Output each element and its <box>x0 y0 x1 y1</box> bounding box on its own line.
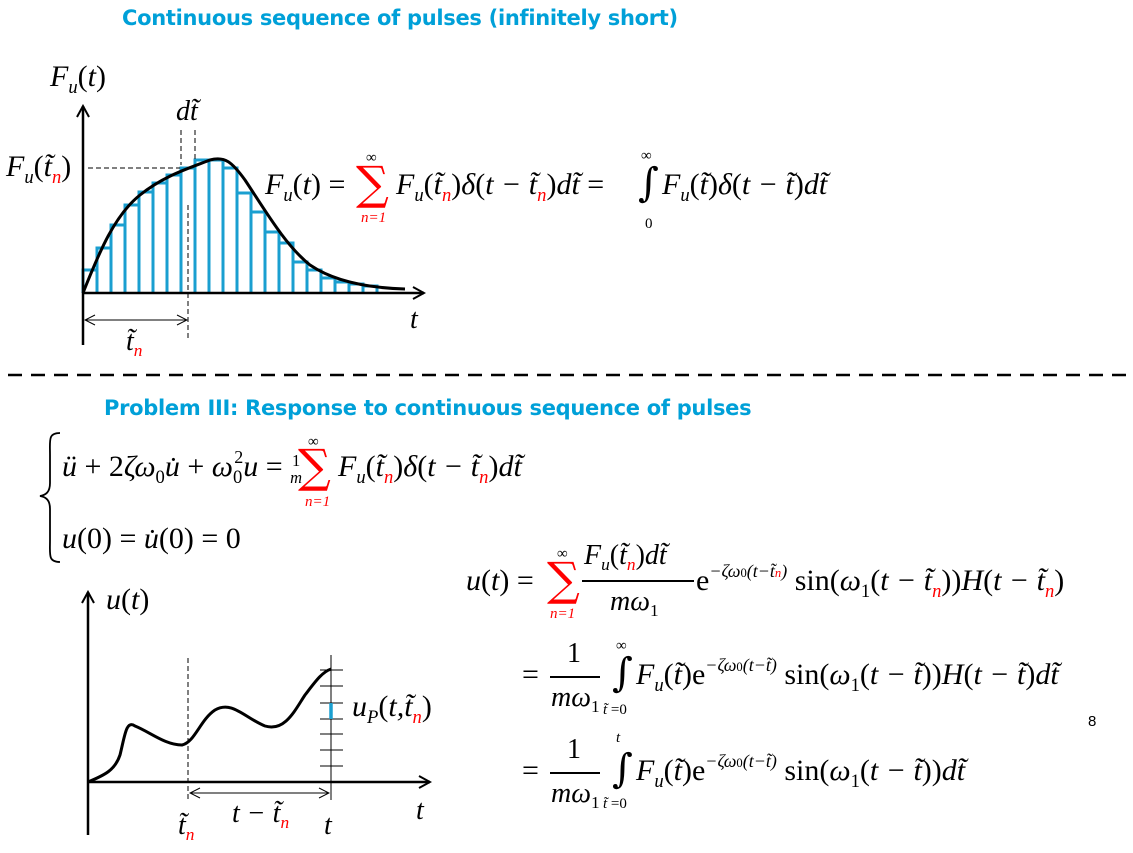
top-y-axis-label: Fu(t) <box>50 60 106 98</box>
force-curve <box>81 157 406 294</box>
tn-label-top: t̃n <box>126 326 143 361</box>
system-brace <box>39 432 61 563</box>
integral-icon: ∫ <box>638 160 659 206</box>
sys-sum-lower: n=1 <box>305 494 331 510</box>
response-curve <box>87 667 332 784</box>
sys-sum-upper: ∞ <box>308 434 319 450</box>
interval-label: t − t̃n <box>232 798 290 833</box>
sum-upper: ∞ <box>366 150 377 166</box>
partial-response-label: uP(t,t̃n) <box>352 690 432 728</box>
slide-title-top: Continuous sequence of pulses (infinitel… <box>122 6 678 30</box>
bottom-x-axis-label: t <box>416 795 424 826</box>
integral-icon: ∫ <box>612 746 633 792</box>
page-number: 8 <box>1088 713 1097 730</box>
top-x-axis-label: t <box>410 304 418 335</box>
level-label: Fu(t̃n) <box>6 150 72 188</box>
problem-title: Problem III: Response to continuous sequ… <box>104 396 752 420</box>
initial-conditions: u(0) = u̇(0) = 0 <box>62 522 241 555</box>
sum-lower: n=1 <box>361 210 387 226</box>
dt-label: dt̃ <box>176 96 198 127</box>
tn-label-bottom: t̃n <box>178 810 195 845</box>
bottom-y-axis-label: u(t) <box>106 583 150 616</box>
integral-lower: 0 <box>645 216 653 232</box>
integral-upper: ∞ <box>641 148 652 164</box>
integral-icon: ∫ <box>612 650 633 696</box>
sigma-icon: ∑ <box>356 156 389 210</box>
sigma-icon: ∑ <box>298 439 331 493</box>
sigma-icon: ∑ <box>547 552 580 606</box>
t-label: t <box>324 810 332 841</box>
